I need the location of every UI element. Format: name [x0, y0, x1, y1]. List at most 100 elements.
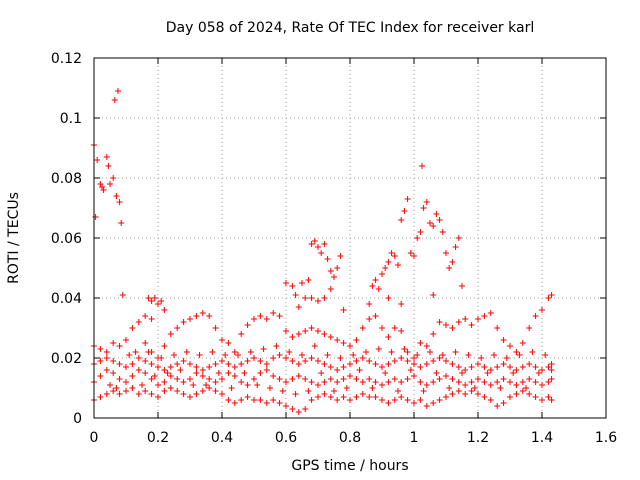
data-point	[340, 394, 347, 400]
data-point	[103, 367, 110, 373]
data-point	[308, 397, 315, 403]
data-point	[183, 349, 190, 355]
data-point	[289, 358, 296, 364]
data-point	[455, 235, 462, 241]
data-point	[231, 349, 238, 355]
data-point	[129, 373, 136, 379]
data-point	[129, 325, 136, 331]
chart-title: Day 058 of 2024, Rate Of TEC Index for r…	[166, 20, 534, 36]
axis-ticks: 0 0.2 0.4 0.6 0.8 1 1.2 1.4 1.6 0 0.02 0.04 0.06 0.08…	[51, 51, 617, 446]
data-point	[340, 364, 347, 370]
data-point	[318, 250, 325, 256]
data-point	[449, 259, 456, 265]
data-point	[231, 400, 238, 406]
data-point	[340, 340, 347, 346]
data-point	[419, 163, 425, 169]
data-point	[481, 364, 488, 370]
grid-lines	[94, 58, 606, 418]
data-point	[292, 391, 299, 397]
data-point	[225, 340, 232, 346]
data-point	[270, 397, 277, 403]
data-point	[548, 397, 555, 403]
data-point	[411, 253, 417, 259]
data-point	[455, 319, 462, 325]
plot-frame	[93, 57, 607, 419]
data-point	[148, 298, 155, 304]
data-point	[113, 385, 120, 391]
data-point	[161, 388, 168, 394]
data-point	[327, 268, 334, 274]
data-point	[379, 397, 385, 403]
data-point	[353, 394, 360, 400]
data-point	[372, 313, 379, 319]
data-point	[404, 358, 411, 364]
data-point	[110, 370, 117, 376]
data-point	[129, 361, 136, 367]
data-point	[359, 379, 366, 385]
data-point	[321, 295, 328, 301]
data-point	[209, 349, 216, 355]
data-point	[334, 337, 341, 343]
data-point	[420, 205, 427, 211]
data-point	[289, 283, 296, 289]
data-point	[423, 382, 430, 388]
data-point	[155, 394, 161, 400]
data-point	[462, 367, 469, 373]
data-point	[462, 391, 469, 397]
data-point	[180, 391, 187, 397]
data-point	[327, 334, 334, 340]
data-point	[283, 328, 289, 334]
data-point	[526, 391, 533, 397]
data-point	[372, 379, 379, 385]
data-point	[132, 349, 139, 355]
data-point	[174, 388, 181, 394]
data-point	[375, 286, 382, 292]
y-tick-label: 0.12	[51, 51, 82, 67]
data-point	[487, 310, 494, 316]
data-point	[299, 280, 305, 286]
data-point	[113, 193, 120, 199]
data-point	[321, 391, 328, 397]
data-point	[481, 379, 488, 385]
data-point	[443, 373, 449, 379]
data-point	[430, 331, 437, 337]
data-point	[478, 355, 485, 361]
data-point	[161, 343, 168, 349]
data-point	[385, 379, 392, 385]
data-point	[500, 376, 507, 382]
data-point	[462, 382, 469, 388]
data-point	[219, 391, 225, 397]
data-point	[107, 382, 113, 388]
data-point	[507, 364, 513, 370]
data-point	[257, 313, 264, 319]
data-point	[276, 352, 283, 358]
data-point	[119, 292, 126, 298]
data-point	[321, 241, 328, 247]
data-point	[519, 379, 526, 385]
data-point	[366, 394, 373, 400]
data-point	[142, 358, 149, 364]
data-point	[244, 358, 251, 364]
data-point	[279, 388, 286, 394]
data-point	[411, 400, 417, 406]
data-point	[475, 316, 481, 322]
data-point	[241, 370, 248, 376]
data-point	[548, 292, 555, 298]
data-point	[315, 298, 321, 304]
data-point	[417, 364, 424, 370]
data-point	[283, 355, 289, 361]
data-point	[199, 310, 206, 316]
data-point	[308, 379, 315, 385]
data-point	[263, 361, 270, 367]
data-point	[251, 376, 257, 382]
data-point	[382, 370, 389, 376]
data-point	[276, 313, 283, 319]
data-point	[471, 385, 478, 391]
data-point	[391, 376, 398, 382]
y-tick-label: 0.02	[51, 351, 82, 367]
data-point	[356, 367, 363, 373]
data-point	[513, 349, 520, 355]
data-point	[286, 349, 293, 355]
data-point	[308, 295, 315, 301]
data-point	[238, 331, 245, 337]
